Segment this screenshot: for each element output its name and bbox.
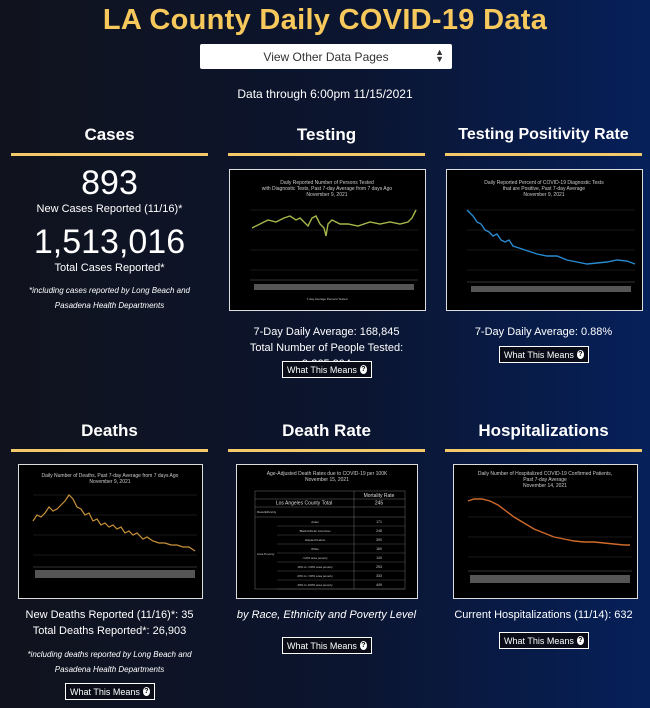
question-icon: ? (359, 641, 367, 650)
table-row-value: 160 (376, 547, 382, 551)
question-icon: ? (576, 636, 584, 645)
testing-section: Testing (228, 123, 425, 156)
table-row-label: 10% to <20% area poverty (297, 565, 333, 569)
hospitalizations-heading: Hospitalizations (478, 421, 609, 440)
positivity-series-line (466, 209, 636, 265)
deaths-chart-title-2: November 9, 2021 (89, 479, 130, 485)
positivity-average: 7-Day Daily Average: 0.88% (474, 326, 613, 338)
hospitalizations-what-this-means-button[interactable]: What This Means? (499, 632, 589, 649)
dropdown-label: View Other Data Pages (263, 49, 389, 64)
positivity-button-label: What This Means (504, 349, 574, 360)
table-row-value: 171 (376, 520, 382, 524)
question-icon: ? (142, 687, 150, 696)
table-row-value: 253 (376, 565, 382, 569)
total-cases-value: 1,513,016 (33, 223, 186, 261)
death-rate-table-title-1: Age-Adjusted Death Rates due to COVID-19… (267, 471, 388, 477)
county-total-value: 245 (375, 501, 384, 507)
table-row-value: 248 (376, 529, 382, 533)
hospitalizations-chart-title-3: November 14, 2021 (523, 483, 567, 489)
cases-divider (11, 153, 208, 156)
table-row-label: White (311, 547, 319, 551)
death-rate-divider (228, 449, 425, 452)
hospitalizations-divider (445, 449, 642, 452)
death-rate-caption: by Race, Ethnicity and Poverty Level (236, 609, 417, 621)
death-rate-what-this-means-button[interactable]: What This Means? (282, 637, 372, 654)
poverty-group-label: Area Poverty (257, 552, 275, 556)
table-row-value: 390 (376, 538, 382, 542)
hospitalizations-section: Hospitalizations (445, 419, 642, 452)
death-rate-table[interactable]: Age-Adjusted Death Rates due to COVID-19… (236, 464, 418, 599)
dropdown-caret-icon: ▲ ▼ (435, 47, 444, 64)
testing-button-label: What This Means (287, 364, 357, 375)
table-row-value: 333 (376, 574, 382, 578)
svg-text:7-day Average Persons Tested: 7-day Average Persons Tested (307, 297, 348, 301)
positivity-chart-title-2: that are Positive, Past 7-day Average (503, 186, 585, 192)
table-row-label: Hispanic/Latino (305, 538, 326, 542)
testing-chart-title-1: Daily Reported Number of Persons Tested (280, 180, 374, 186)
deaths-button-label: What This Means (70, 686, 140, 697)
hospitalizations-chart-title-1: Daily Number of Hospitalized COVID-19 Co… (478, 471, 612, 477)
race-group-label: Race/Ethnicity (257, 510, 277, 514)
cases-heading: Cases (84, 125, 135, 144)
death-rate-table-title-2: November 15, 2021 (305, 477, 349, 483)
table-row-label: <10% area poverty (302, 556, 328, 560)
positivity-heading: Testing Positivity Rate (458, 126, 629, 143)
hospitalizations-button-label: What This Means (504, 635, 574, 646)
testing-chart-title-2: with Diagnostic Tests, Past 7-day Averag… (262, 186, 393, 192)
testing-average: 7-Day Daily Average: 168,845 (253, 326, 400, 338)
testing-chart[interactable]: Daily Reported Number of Persons Tested … (229, 169, 426, 311)
deaths-what-this-means-button[interactable]: What This Means? (65, 683, 155, 700)
deaths-heading: Deaths (81, 421, 138, 440)
table-row-value: 140 (376, 556, 382, 560)
death-rate-button-label: What This Means (287, 640, 357, 651)
positivity-what-this-means-button[interactable]: What This Means? (499, 346, 589, 363)
testing-divider (228, 153, 425, 156)
deaths-series-line (32, 494, 196, 552)
hospitalizations-series-line (467, 498, 630, 546)
county-total-label: Los Angeles County Total (276, 501, 332, 507)
deaths-chart-title-1: Daily Number of Deaths, Past 7-day Avera… (42, 473, 179, 479)
death-rate-section: Death Rate (228, 419, 425, 452)
table-row-label: Black/African American (300, 529, 331, 533)
positivity-chart-title-1: Daily Reported Percent of COVID-19 Diagn… (484, 180, 604, 186)
table-row-value: 449 (376, 583, 382, 587)
testing-heading: Testing (296, 125, 357, 144)
new-cases-value: 893 (81, 164, 138, 202)
current-hospitalizations-stat: Current Hospitalizations (11/14): 632 (454, 609, 633, 621)
data-through-text: Data through 6:00pm 11/15/2021 (237, 87, 413, 101)
testing-series-line (251, 209, 417, 237)
testing-what-this-means-button[interactable]: What This Means? (282, 361, 372, 378)
question-icon: ? (576, 350, 584, 359)
hospitalizations-chart-title-2: Past 7-day Average (523, 477, 567, 483)
deaths-section: Deaths (11, 419, 208, 452)
cases-footnote: *including cases reported by Long Beach … (29, 286, 190, 310)
testing-chart-title-3: November 9, 2021 (306, 192, 347, 198)
total-deaths-stat: Total Deaths Reported*: 26,903 (32, 625, 187, 637)
mortality-col-header: Mortality Rate (364, 493, 395, 499)
deaths-chart[interactable]: Daily Number of Deaths, Past 7-day Avera… (18, 464, 203, 599)
question-icon: ? (359, 365, 367, 374)
positivity-chart-title-3: November 9, 2021 (523, 192, 564, 198)
table-row-label: Asian (311, 520, 319, 524)
positivity-section: Testing Positivity Rate (445, 123, 642, 156)
death-rate-heading: Death Rate (282, 421, 371, 440)
positivity-chart[interactable]: Daily Reported Percent of COVID-19 Diagn… (446, 169, 643, 311)
positivity-divider (445, 153, 642, 156)
new-cases-label: New Cases Reported (11/16)* (36, 203, 183, 215)
table-row-label: 20% to <30% area poverty (297, 574, 333, 578)
hospitalizations-chart[interactable]: Daily Number of Hospitalized COVID-19 Co… (453, 464, 638, 599)
deaths-footnote: *including deaths reported by Long Beach… (27, 650, 192, 674)
new-deaths-stat: New Deaths Reported (11/16)*: 35 (25, 609, 194, 621)
deaths-divider (11, 449, 208, 452)
table-row-label: 30% to 100% area poverty (297, 583, 333, 587)
data-pages-dropdown[interactable]: View Other Data Pages ▲ ▼ (200, 44, 452, 69)
cases-section: Cases 893 New Cases Reported (11/16)* 1,… (11, 123, 208, 313)
page-title: LA County Daily COVID-19 Data (102, 4, 548, 36)
total-cases-label: Total Cases Reported* (54, 262, 165, 274)
